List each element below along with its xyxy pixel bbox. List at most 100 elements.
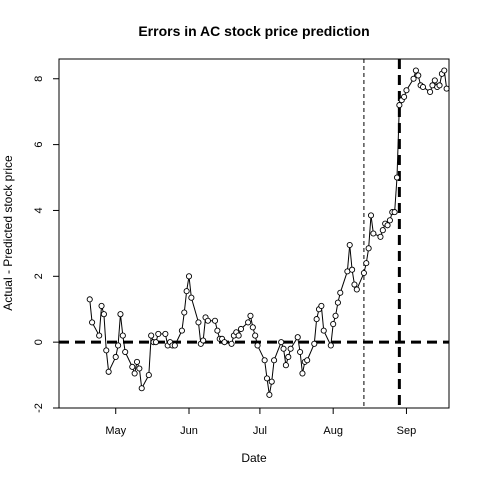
data-point xyxy=(152,339,159,346)
data-point xyxy=(427,88,434,95)
series-0-segment xyxy=(142,377,149,387)
data-point xyxy=(441,67,448,74)
data-point xyxy=(252,332,259,339)
data-point xyxy=(136,365,143,372)
series-0-segment xyxy=(202,319,206,338)
data-point xyxy=(330,320,337,328)
data-point xyxy=(353,286,360,293)
data-point xyxy=(360,269,367,277)
series-0-segment xyxy=(255,337,258,344)
data-point xyxy=(115,342,122,349)
series-0-segment xyxy=(242,323,247,328)
series-0-segment xyxy=(307,345,314,359)
data-point xyxy=(268,378,275,385)
data-point xyxy=(266,391,273,398)
y-tick-label: 0 xyxy=(33,339,45,345)
data-point xyxy=(86,296,93,303)
series-0-segment xyxy=(175,332,182,344)
series-0-segment xyxy=(297,339,301,350)
data-point xyxy=(386,217,393,224)
data-point xyxy=(334,299,341,306)
series-0-segment xyxy=(134,364,137,371)
data-point xyxy=(379,227,386,234)
series-0-segment xyxy=(413,72,416,77)
data-point xyxy=(200,337,207,344)
chart-title: Errors in AC stock price prediction xyxy=(138,23,369,39)
data-point xyxy=(214,327,221,334)
series-0-segment xyxy=(283,351,287,363)
y-tick-label: -2 xyxy=(33,403,45,413)
series-0-segment xyxy=(139,371,142,386)
series-0-segment xyxy=(364,265,367,271)
data-point xyxy=(195,319,202,326)
data-point xyxy=(299,370,306,377)
series-0-segment xyxy=(349,247,353,268)
data-point xyxy=(332,312,339,319)
series-0-segment xyxy=(291,339,297,347)
data-point xyxy=(263,375,271,382)
series-0-segment xyxy=(122,338,126,350)
data-point xyxy=(228,340,235,347)
x-tick-label: Jun xyxy=(180,425,198,437)
series-0-segment xyxy=(324,332,331,344)
series-0-segment xyxy=(186,278,190,289)
data-point xyxy=(155,330,162,337)
data-point xyxy=(133,358,141,365)
series-0-segment xyxy=(215,323,218,329)
data-point xyxy=(337,289,344,296)
series-0-segment xyxy=(103,316,107,348)
data-point xyxy=(327,342,334,349)
series-0-segment xyxy=(120,316,124,334)
series-0-segment xyxy=(264,362,268,376)
x-tick-label: Sep xyxy=(397,425,417,437)
data-point xyxy=(294,334,301,341)
data-point xyxy=(391,209,398,216)
x-tick-label: May xyxy=(105,425,126,437)
data-point xyxy=(436,82,443,89)
series-0-segment xyxy=(357,275,364,288)
series-0-segment xyxy=(370,217,374,231)
series-0-segment xyxy=(274,344,281,359)
series-0-segment xyxy=(198,324,202,342)
series-0-segment xyxy=(109,359,116,370)
data-point xyxy=(377,233,384,240)
series-0-segment xyxy=(418,77,421,83)
series-0-segment xyxy=(352,272,355,283)
series-0-segment xyxy=(347,247,350,269)
series-0-segment xyxy=(188,278,192,296)
y-tick-label: 6 xyxy=(33,142,45,148)
series-0-segment xyxy=(288,351,291,355)
series-layer xyxy=(86,67,450,398)
y-axis: -2 0 2 4 6 8 xyxy=(33,76,60,413)
data-point xyxy=(105,368,112,375)
series-0-segment xyxy=(302,364,305,371)
data-point xyxy=(112,353,119,361)
y-axis-label: Actual - Predicted stock price xyxy=(1,155,15,311)
series-0-segment xyxy=(184,293,187,310)
data-point xyxy=(311,340,318,347)
data-point xyxy=(287,345,294,352)
data-point xyxy=(410,75,417,82)
data-point xyxy=(185,273,193,280)
data-point xyxy=(403,87,410,94)
data-point xyxy=(96,332,103,339)
data-point xyxy=(235,332,242,339)
data-point xyxy=(103,347,110,354)
data-point xyxy=(261,357,268,364)
series-0-segment xyxy=(117,316,121,343)
data-point xyxy=(119,332,126,339)
series-0-segment xyxy=(258,347,264,359)
series-0-segment xyxy=(338,295,341,301)
y-tick-label: 2 xyxy=(33,273,45,279)
series-0-segment xyxy=(148,338,152,373)
data-point xyxy=(412,67,419,74)
series-0-segment xyxy=(266,380,270,393)
data-point xyxy=(285,353,292,361)
series-0-segment xyxy=(407,80,413,89)
y-tick-label: 8 xyxy=(33,76,45,82)
series-0-segment xyxy=(394,180,398,210)
series-0-segment xyxy=(92,324,99,334)
data-point xyxy=(131,370,138,377)
data-point xyxy=(415,72,422,79)
